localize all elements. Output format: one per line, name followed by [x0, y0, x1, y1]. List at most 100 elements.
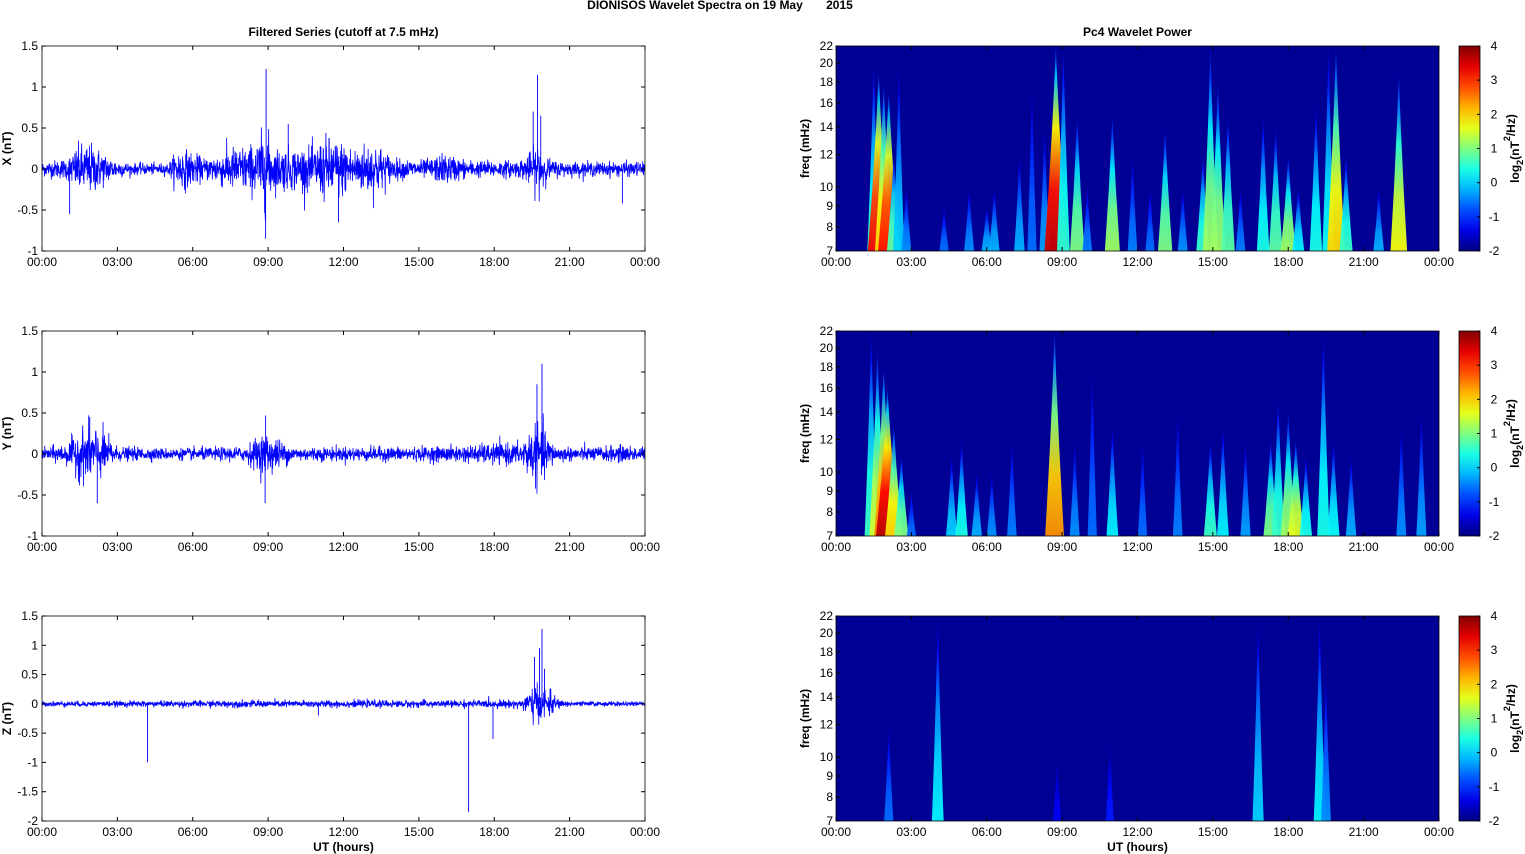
y-tick-label: 1 — [31, 80, 38, 94]
series-trace — [42, 413, 645, 494]
x-tick-label: 00:00 — [630, 540, 660, 554]
x-tick-label: 03:00 — [102, 825, 132, 839]
heatmap-burst — [1053, 757, 1062, 821]
y-tick-label: 1.5 — [21, 39, 38, 53]
x-tick-label: 21:00 — [555, 540, 585, 554]
x-axis-label: UT (hours) — [313, 840, 374, 854]
y-tick-label: 0 — [31, 447, 38, 461]
heatmap-background — [836, 331, 1439, 536]
heatmap-burst — [1390, 72, 1408, 251]
y-tick-label: 12 — [820, 433, 834, 447]
heatmap-burst — [1327, 46, 1345, 251]
heatmap-burst — [955, 439, 968, 536]
heatmap-burst — [1271, 399, 1285, 536]
x-tick-label: 06:00 — [178, 255, 208, 269]
y-tick-label: 14 — [820, 690, 834, 704]
x-axis-label: UT (hours) — [1107, 840, 1168, 854]
y-tick-label: 18 — [820, 645, 834, 659]
heatmap-burst — [1320, 673, 1331, 821]
y-tick-label: 16 — [820, 666, 834, 680]
y-axis-label: freq (mHz) — [798, 119, 812, 178]
heatmap-burst — [1007, 439, 1017, 536]
y-tick-label: 0 — [31, 162, 38, 176]
x-tick-label: 21:00 — [1349, 825, 1379, 839]
x-tick-label: 00:00 — [1424, 540, 1454, 554]
x-tick-label: 03:00 — [102, 540, 132, 554]
heatmap-burst — [1287, 439, 1304, 536]
heatmap-burst — [1127, 154, 1138, 251]
y-tick-label: 7 — [826, 244, 833, 258]
heatmap-cells — [867, 46, 1408, 251]
figure-title: DIONISOS Wavelet Spectra on 19 May 2015 — [587, 0, 853, 12]
heatmap-burst — [1082, 187, 1093, 251]
line-chart-3: -2 -1.5 -1 -0.5 0 0.5 1 1.5 00:00 03:00 06:00 09:00… — [0, 609, 660, 854]
y-tick-label: 22 — [820, 609, 834, 623]
y-axis-label: freq (mHz) — [798, 689, 812, 748]
x-tick-label: 15:00 — [1198, 540, 1228, 554]
y-tick-label: 14 — [820, 120, 834, 134]
x-tick-label: 06:00 — [972, 825, 1002, 839]
x-tick-label: 09:00 — [1047, 255, 1077, 269]
x-tick-label: 18:00 — [1273, 540, 1303, 554]
colorbar-label: log2(nT2/Hz) — [1502, 684, 1525, 753]
heatmap-burst — [1104, 114, 1120, 251]
heatmap-burst — [1203, 439, 1217, 536]
colorbar: -2 -1 0 1 2 3 4 log2(nT2/Hz) — [1458, 324, 1525, 543]
plot-area — [42, 46, 645, 251]
y-tick-label: 1.5 — [21, 609, 38, 623]
x-tick-label: 18:00 — [1273, 825, 1303, 839]
y-tick-label: 9 — [826, 769, 833, 783]
x-tick-label: 15:00 — [404, 825, 434, 839]
heatmap-burst — [1292, 187, 1305, 251]
x-tick-label: 06:00 — [972, 540, 1002, 554]
y-tick-label: -1.5 — [17, 785, 38, 799]
x-tick-label: 00:00 — [821, 540, 851, 554]
heatmap-burst — [1256, 114, 1270, 251]
heatmap-burst — [1106, 425, 1119, 536]
heatmap-cells — [884, 616, 1331, 821]
x-tick-label: 09:00 — [1047, 540, 1077, 554]
series-trace — [42, 127, 645, 221]
x-tick-label: 00:00 — [27, 255, 57, 269]
y-tick-label: 9 — [826, 199, 833, 213]
colorbar-tick-label: 0 — [1491, 461, 1498, 475]
y-tick-label: -1 — [27, 755, 38, 769]
y-tick-label: 1.5 — [21, 324, 38, 338]
y-tick-label: -2 — [27, 814, 38, 828]
colorbar-scale — [1458, 45, 1481, 252]
y-tick-label: 20 — [820, 626, 834, 640]
y-tick-label: 8 — [826, 505, 833, 519]
heatmap-burst — [1299, 455, 1313, 536]
colorbar-tick-label: 3 — [1491, 358, 1498, 372]
chart-title: Pc4 Wavelet Power — [1083, 25, 1192, 39]
heatmap-burst — [1313, 616, 1326, 821]
y-tick-label: -0.5 — [17, 203, 38, 217]
heatmap-burst — [1396, 425, 1407, 536]
heatmap-burst — [906, 491, 917, 536]
colorbar-tick-label: 3 — [1491, 73, 1498, 87]
colorbar: -2 -1 0 1 2 3 4 log2(nT2/Hz) — [1458, 609, 1525, 828]
x-tick-label: 09:00 — [253, 540, 283, 554]
x-tick-label: 00:00 — [630, 255, 660, 269]
series-trace — [42, 682, 645, 726]
heatmap-burst — [1235, 187, 1246, 251]
line-chart-1: -1 -0.5 0 0.5 1 1.5 00:00 03:00 06:00 09:00 12:00 1… — [0, 25, 660, 269]
x-tick-label: 18:00 — [479, 825, 509, 839]
x-tick-label: 09:00 — [253, 255, 283, 269]
y-tick-label: 7 — [826, 529, 833, 543]
y-tick-label: 14 — [820, 405, 834, 419]
heatmap-burst — [964, 187, 975, 251]
colorbar-label: log2(nT2/Hz) — [1502, 114, 1525, 183]
x-tick-label: 12:00 — [328, 825, 358, 839]
heatmap-burst — [1327, 439, 1340, 536]
colorbar-tick-label: -2 — [1489, 814, 1500, 828]
heatmap-burst — [1087, 366, 1097, 536]
colorbar-tick-label: 0 — [1491, 746, 1498, 760]
x-tick-label: 12:00 — [1122, 825, 1152, 839]
x-tick-label: 21:00 — [555, 255, 585, 269]
plot-area — [42, 616, 645, 821]
y-tick-label: 12 — [820, 148, 834, 162]
y-tick-label: 18 — [820, 75, 834, 89]
